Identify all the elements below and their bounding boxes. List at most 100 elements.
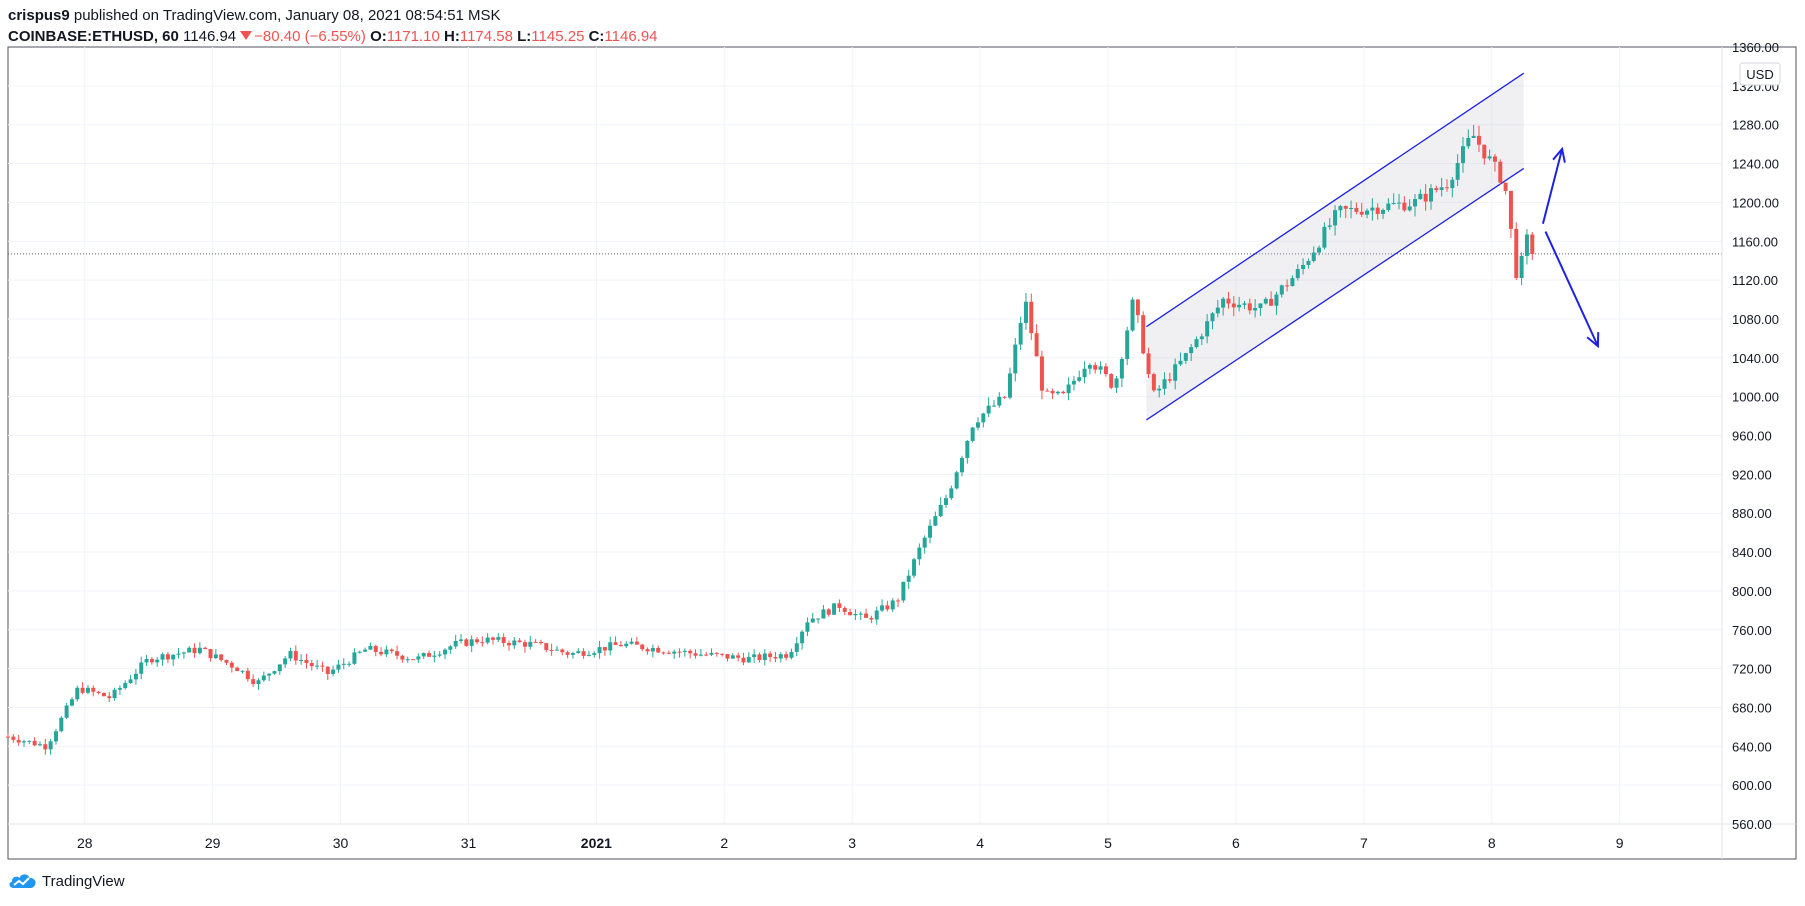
candle-down [1247, 303, 1252, 311]
price-axis[interactable]: 560.00 600.00 640.00 680.00 720.00 760.00 800.… [1732, 40, 1779, 832]
candle-up [821, 609, 826, 619]
candle-down [229, 662, 234, 668]
time-tick-label: 9 [1616, 835, 1624, 851]
candle-up [341, 663, 346, 665]
candle-up [970, 427, 975, 441]
candle-up [959, 457, 964, 473]
candle-up [1413, 199, 1418, 207]
candle-down [1530, 234, 1535, 254]
candle-up [805, 622, 810, 632]
candle-up [752, 654, 757, 658]
price-tick-label: 1360.00 [1732, 40, 1779, 55]
candle-up [1253, 308, 1258, 311]
symbol-label[interactable]: COINBASE:ETHUSD, 60 [8, 28, 179, 45]
channel-upper-line[interactable] [1146, 72, 1525, 328]
candle-up [730, 655, 735, 659]
candle-up [448, 646, 453, 650]
candle-up [794, 643, 799, 652]
candle-up [512, 640, 517, 646]
candle-down [693, 653, 698, 656]
candle-down [101, 692, 106, 697]
candle-up [53, 731, 58, 742]
candle-up [1386, 203, 1391, 210]
arrow-up-head[interactable] [1552, 146, 1566, 163]
projection-arrows[interactable] [1541, 146, 1600, 349]
candle-up [1295, 269, 1300, 279]
candle-down [80, 687, 85, 693]
time-tick-label: 2 [720, 835, 728, 851]
channel-lower-line[interactable] [1146, 167, 1525, 421]
candle-up [1391, 203, 1396, 205]
candle-up [1205, 321, 1210, 337]
candle-down [768, 653, 773, 658]
candle-up [139, 662, 144, 674]
time-tick-label: 6 [1232, 835, 1240, 851]
price-tick-label: 1040.00 [1732, 351, 1779, 366]
candle-down [602, 647, 607, 651]
candle-down [373, 646, 378, 652]
ascending-channel[interactable] [1146, 72, 1525, 421]
candle-down [885, 605, 890, 610]
candle-down [1039, 356, 1044, 391]
candle-down [826, 609, 831, 615]
currency-badge[interactable]: USD [1739, 62, 1781, 86]
candle-up [576, 651, 581, 654]
author-name[interactable]: crispus9 [8, 7, 70, 24]
candle-down [522, 642, 527, 647]
down-triangle-icon [240, 31, 253, 40]
candle-up [85, 687, 90, 693]
candle-up [416, 656, 421, 660]
candle-up [991, 405, 996, 407]
candle-up [528, 641, 533, 647]
candle-down [1167, 379, 1172, 381]
candle-up [1013, 344, 1018, 374]
candle-up [261, 675, 266, 681]
price-tick-label: 1080.00 [1732, 312, 1779, 327]
candle-up [432, 655, 437, 657]
candle-down [251, 679, 256, 684]
candle-up [938, 504, 943, 517]
candle-down [533, 641, 538, 643]
price-tick-label: 760.00 [1732, 623, 1772, 638]
candle-down [304, 659, 309, 664]
candle-up [1215, 307, 1220, 314]
candle-down [560, 649, 565, 653]
candle-up [1018, 322, 1023, 345]
price-tick-label: 1200.00 [1732, 195, 1779, 210]
candle-down [165, 654, 170, 660]
candle-down [1402, 202, 1407, 211]
candle-down [1434, 188, 1439, 191]
time-axis[interactable]: 28 29 30 31 2021 2 3 4 5 6 7 8 9 [77, 835, 1624, 851]
candle-up [1119, 358, 1124, 379]
candle-down [1503, 182, 1508, 191]
candle-up [762, 653, 767, 660]
price-tick-label: 1000.00 [1732, 390, 1779, 405]
candle-down [1002, 396, 1007, 398]
candle-down [192, 647, 197, 654]
candle-up [1183, 353, 1188, 361]
high-label: H: [444, 28, 460, 45]
price-tick-label: 1120.00 [1732, 273, 1778, 288]
candle-up [213, 654, 218, 659]
candle-up [27, 740, 32, 742]
candle-up [682, 650, 687, 652]
candle-up [1349, 207, 1354, 209]
time-tick-label: 5 [1104, 835, 1112, 851]
candle-up [277, 664, 282, 672]
candle-down [896, 600, 901, 602]
arrow-up-shaft[interactable] [1541, 148, 1564, 225]
price-tick-label: 920.00 [1732, 467, 1772, 482]
arrow-down-head[interactable] [1586, 332, 1600, 349]
candle-down [16, 739, 21, 743]
footer-brand[interactable]: TradingView [8, 872, 125, 890]
candle-up [1327, 225, 1332, 227]
candle-up [1274, 294, 1279, 306]
arrow-down-shaft[interactable] [1544, 231, 1599, 347]
candle-up [1007, 373, 1012, 398]
candle-down [869, 617, 874, 620]
candle-up [954, 472, 959, 489]
candle-down [720, 653, 725, 655]
candle-down [1141, 315, 1146, 354]
candle-up [155, 659, 160, 663]
